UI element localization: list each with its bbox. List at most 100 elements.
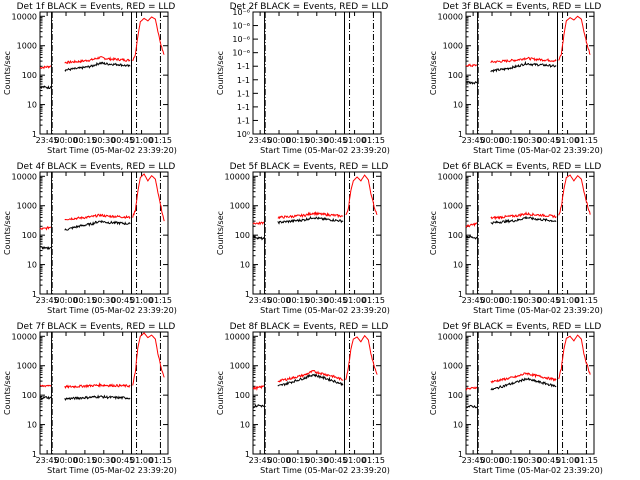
lld-series-line — [64, 213, 131, 221]
y-tick-label: 1000 — [17, 202, 37, 211]
x-tick-label: 00:30 — [518, 136, 541, 145]
x-tick-label: 01:00 — [343, 456, 366, 465]
panel-title: Det 5f BLACK = Events, RED = LLD — [230, 162, 389, 172]
x-tick-label: 00:45 — [537, 456, 560, 465]
panel-1: Det 1f BLACK = Events, RED = LLD Counts/s… — [3, 2, 177, 155]
lld-series-line — [558, 334, 591, 380]
plot-frame — [39, 331, 169, 455]
lld-series-line — [132, 332, 165, 386]
y-tick-label: 10000 — [438, 172, 463, 181]
x-tick-label: 01:15 — [575, 296, 598, 305]
y-tick-label: 1000 — [230, 362, 250, 371]
y-tick-label: 1-1 — [237, 62, 250, 71]
x-tick-label: 00:30 — [518, 456, 541, 465]
lld-series-line — [64, 382, 131, 390]
lld-series-line — [39, 65, 52, 70]
x-axis-label: Start Time (05-Mar-02 23:39:20) — [260, 466, 390, 475]
y-tick-label: 1-1 — [237, 116, 250, 125]
x-tick-label: 23:45 — [36, 136, 59, 145]
y-tick-label: 10 — [27, 261, 37, 270]
events-series-line — [465, 80, 478, 85]
x-tick-label: 23:45 — [36, 296, 59, 305]
y-tick-label: 10000 — [12, 172, 37, 181]
x-tick-label: 00:45 — [324, 456, 347, 465]
events-series-line — [252, 403, 265, 409]
x-axis-label: Start Time (05-Mar-02 23:39:20) — [47, 146, 177, 155]
y-tick-label: 10000 — [12, 332, 37, 341]
x-tick-label: 00:15 — [73, 296, 96, 305]
x-tick-label: 01:15 — [149, 296, 172, 305]
y-tick-label: 100 — [22, 71, 37, 80]
plot-frame — [252, 171, 382, 295]
y-tick-label: 100 — [22, 391, 37, 400]
events-series-line — [490, 60, 557, 73]
plot-frame — [465, 331, 595, 455]
panel-title: Det 4f BLACK = Events, RED = LLD — [17, 162, 176, 172]
panel-title: Det 9f BLACK = Events, RED = LLD — [443, 322, 602, 332]
panel-2: Det 2f BLACK = Events, RED = LLD Counts/s… — [216, 2, 390, 155]
panel-title: Det 8f BLACK = Events, RED = LLD — [230, 322, 389, 332]
x-axis-label: Start Time (05-Mar-02 23:39:20) — [47, 466, 177, 475]
y-tick-label: 10000 — [438, 332, 463, 341]
panel-title: Det 2f BLACK = Events, RED = LLD — [230, 2, 389, 12]
y-tick-label: 10 — [453, 261, 463, 270]
panel-7: Det 7f BLACK = Events, RED = LLD Counts/s… — [3, 322, 177, 475]
panel-3: Det 3f BLACK = Events, RED = LLD Counts/s… — [429, 2, 603, 155]
events-series-line — [64, 61, 131, 72]
plot-frame — [465, 11, 595, 135]
lld-series-line — [465, 63, 477, 68]
y-tick-label: 1000 — [443, 362, 463, 371]
y-tick-label: 1-1 — [237, 89, 250, 98]
y-tick-label: 1-1 — [237, 103, 250, 112]
y-axis-label: Counts/sec — [429, 211, 438, 255]
events-series-line — [39, 85, 52, 90]
lld-series-line — [39, 225, 52, 231]
y-tick-label: 1000 — [230, 202, 250, 211]
lld-series-line — [558, 174, 591, 216]
panel-8: Det 8f BLACK = Events, RED = LLD Counts/s… — [216, 322, 390, 475]
x-tick-label: 23:45 — [462, 136, 485, 145]
y-tick-label: 100 — [22, 231, 37, 240]
y-tick-label: 10⁰ — [237, 130, 250, 139]
y-axis-label: Counts/sec — [216, 51, 225, 95]
lld-series-line — [132, 173, 165, 222]
x-tick-label: 00:00 — [480, 136, 503, 145]
y-tick-label: 10⁻⁶ — [232, 49, 250, 58]
y-tick-label: 100 — [448, 391, 463, 400]
y-tick-label: 1 — [32, 130, 37, 139]
y-tick-label: 1000 — [443, 202, 463, 211]
lld-series-line — [465, 386, 478, 391]
x-tick-label: 01:15 — [149, 456, 172, 465]
panel-title: Det 7f BLACK = Events, RED = LLD — [17, 322, 176, 332]
panel-title: Det 6f BLACK = Events, RED = LLD — [443, 162, 602, 172]
y-tick-label: 1 — [245, 450, 250, 459]
x-tick-label: 00:30 — [305, 136, 328, 145]
x-tick-label: 00:45 — [537, 136, 560, 145]
x-tick-label: 00:15 — [499, 456, 522, 465]
plot-frame — [252, 331, 382, 455]
events-series-line — [490, 377, 557, 391]
y-tick-label: 100 — [448, 231, 463, 240]
x-axis-label: Start Time (05-Mar-02 23:39:20) — [260, 146, 390, 155]
events-series-line — [39, 245, 51, 251]
x-tick-label: 00:00 — [54, 296, 77, 305]
plot-frame — [252, 11, 382, 135]
events-series-line — [40, 395, 52, 400]
lld-series-line — [64, 56, 131, 65]
x-tick-label: 00:00 — [267, 136, 290, 145]
x-tick-label: 23:45 — [462, 296, 485, 305]
y-tick-label: 10⁻⁶ — [232, 22, 250, 31]
x-tick-label: 23:45 — [462, 456, 485, 465]
x-axis-label: Start Time (05-Mar-02 23:39:20) — [47, 306, 177, 315]
x-tick-label: 01:00 — [343, 296, 366, 305]
x-tick-label: 00:30 — [518, 296, 541, 305]
x-tick-label: 00:15 — [286, 296, 309, 305]
x-tick-label: 00:15 — [73, 456, 96, 465]
x-tick-label: 01:00 — [130, 136, 153, 145]
y-tick-label: 10000 — [438, 12, 463, 21]
lld-series-line — [465, 222, 478, 228]
events-series-line — [277, 373, 344, 387]
y-tick-label: 1000 — [17, 42, 37, 51]
y-tick-label: 1 — [32, 450, 37, 459]
y-tick-label: 1000 — [17, 362, 37, 371]
